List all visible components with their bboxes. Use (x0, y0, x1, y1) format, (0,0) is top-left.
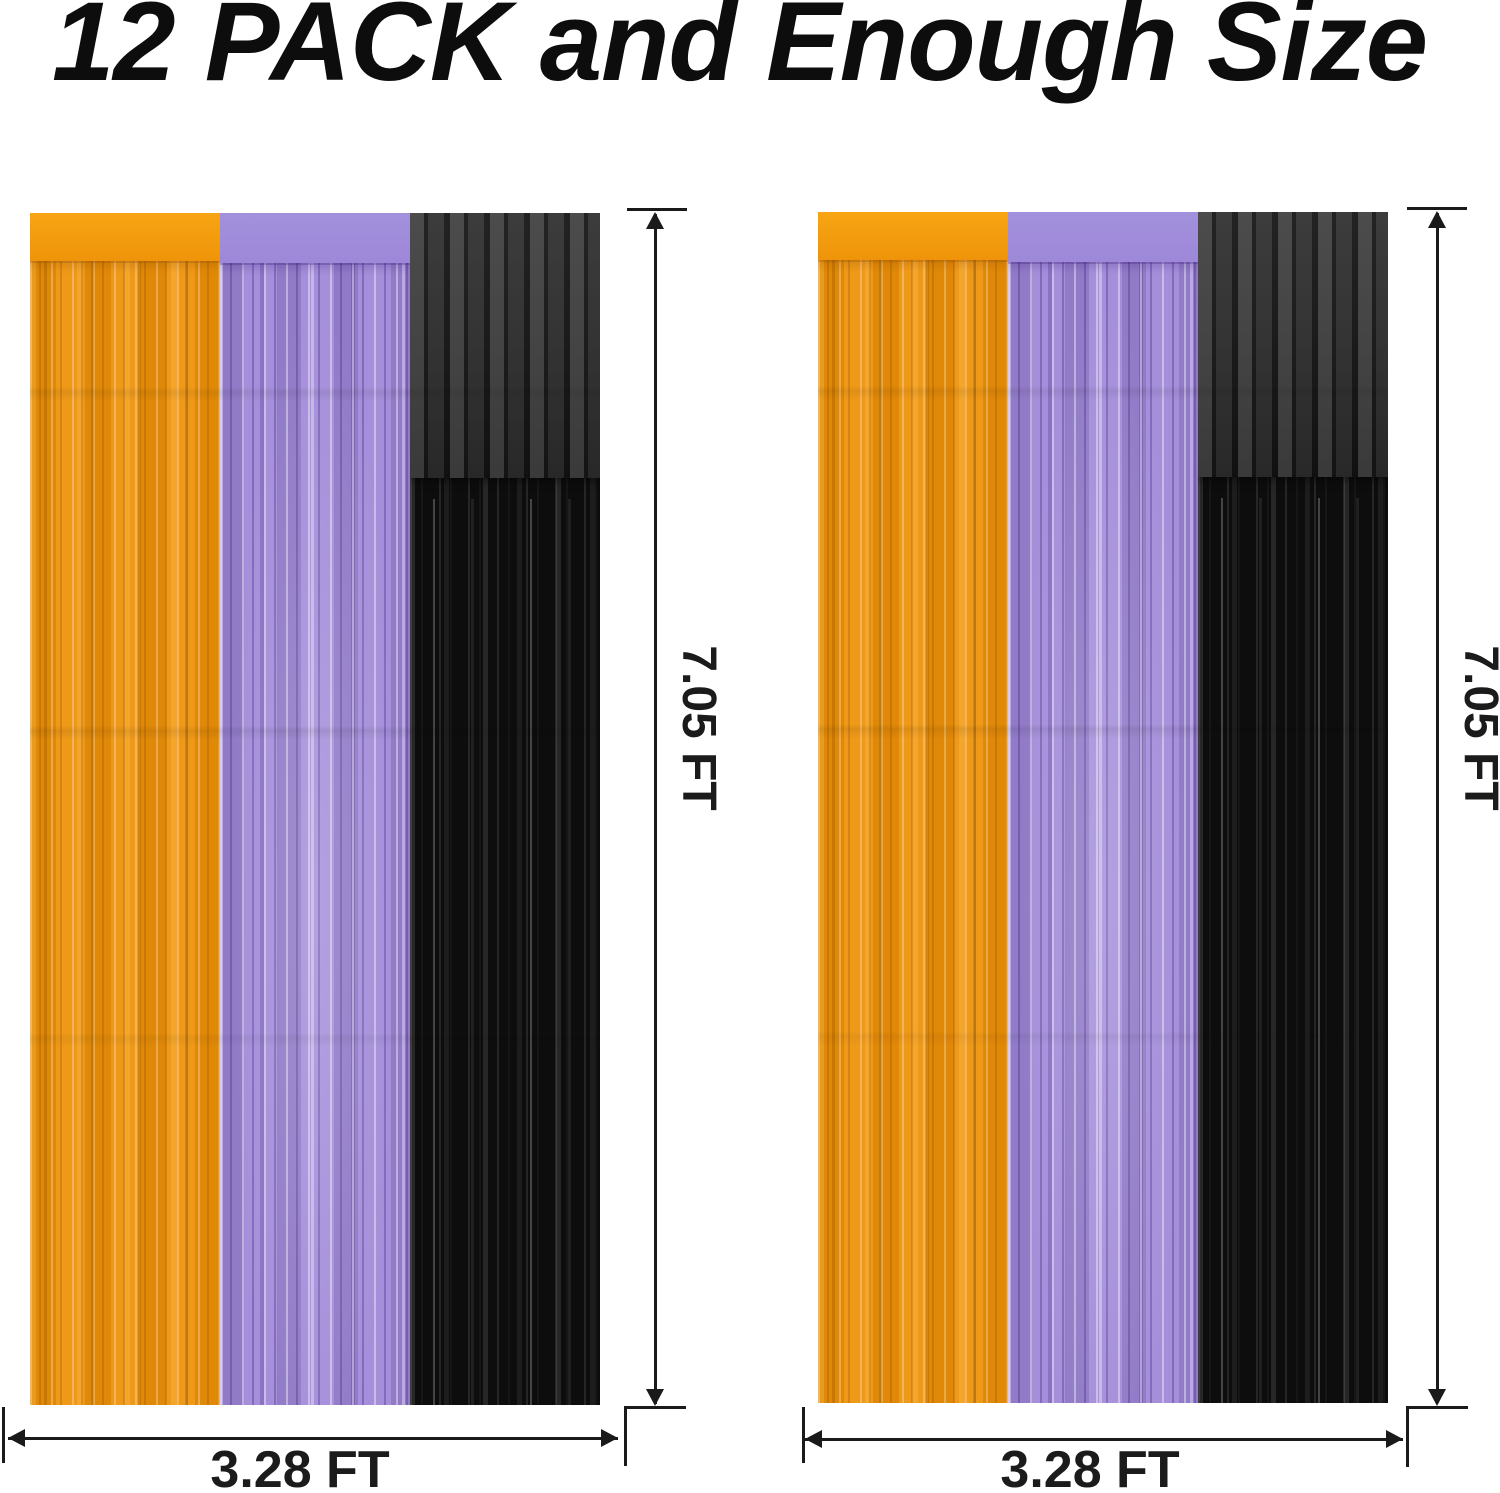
width-dim-right-tick (624, 1406, 627, 1466)
foil-header-band (818, 212, 1008, 260)
foil-header-band (1008, 212, 1198, 262)
height-label: 7.05 FT (672, 645, 725, 811)
width-dim-right-tick (1406, 1406, 1409, 1467)
height-label: 7.05 FT (1454, 645, 1500, 811)
curtain-photo-right (818, 212, 1388, 1403)
orange-foil-panel (30, 213, 220, 1405)
foil-header-band (220, 213, 410, 263)
arrow-up-icon (646, 212, 664, 229)
arrow-left-icon (8, 1429, 25, 1447)
height-dim-top-tick (1407, 207, 1467, 210)
height-dim-bottom-tick (1406, 1406, 1468, 1409)
height-dim-top-tick (627, 208, 687, 211)
purple-foil-panel (1008, 212, 1198, 1403)
width-dimension-line (8, 1437, 618, 1440)
foil-header-band (1198, 212, 1388, 477)
width-dimension-line (805, 1438, 1403, 1441)
arrow-up-icon (1428, 211, 1446, 228)
orange-foil-panel (818, 212, 1008, 1403)
arrow-right-icon (601, 1429, 618, 1447)
arrow-down-icon (646, 1389, 664, 1406)
arrow-down-icon (1428, 1389, 1446, 1406)
width-dim-left-tick (2, 1407, 5, 1463)
foil-header-band (410, 213, 600, 478)
black-foil-panel (410, 213, 600, 1405)
page-title: 12 PACK and Enough Size (52, 0, 1428, 104)
width-dim-left-tick (802, 1407, 805, 1463)
width-label: 3.28 FT (210, 1441, 390, 1493)
arrow-right-icon (1386, 1430, 1403, 1448)
height-dimension-line (1436, 213, 1439, 1403)
curtain-photo-left (30, 213, 600, 1405)
arrow-left-icon (805, 1430, 822, 1448)
purple-foil-panel (220, 213, 410, 1405)
height-dim-bottom-tick (624, 1406, 686, 1409)
black-foil-panel (1198, 212, 1388, 1403)
width-label: 3.28 FT (1000, 1441, 1180, 1493)
height-dimension-line (654, 214, 657, 1404)
foil-header-band (30, 213, 220, 261)
